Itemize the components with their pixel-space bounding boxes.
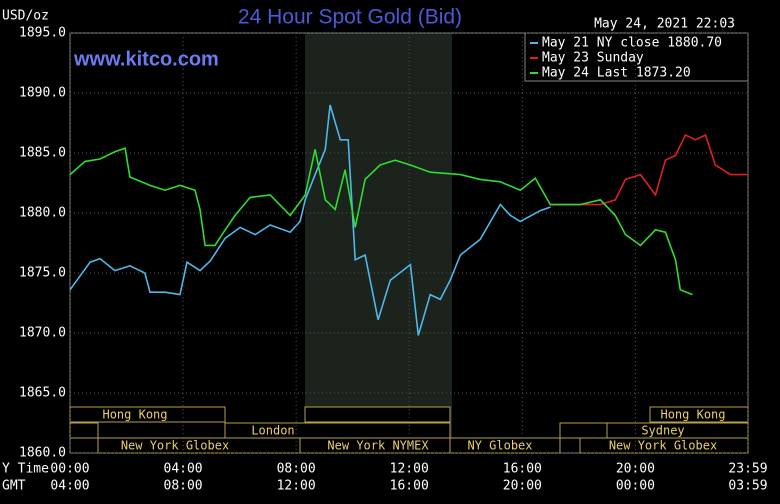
price-line: [69, 104, 551, 336]
session-box: [559, 422, 608, 439]
session-box: [69, 406, 226, 423]
gmt-tick-label: 16:00: [390, 479, 429, 494]
timestamp: May 24, 2021 22:03: [594, 17, 735, 32]
gmt-tick-label: 08:00: [164, 479, 203, 494]
session-label: New York NYMEX: [327, 439, 429, 453]
legend-label: May 21 NY close 1880.70: [542, 36, 722, 51]
y-tick-label: 1870.0: [19, 326, 66, 341]
y-tick-label: 1880.0: [19, 206, 66, 221]
x-tick-label: 08:00: [277, 462, 316, 477]
price-line: [69, 147, 693, 296]
legend-label: May 24 Last 1873.20: [542, 66, 691, 81]
legend-label: May 23 Sunday: [542, 51, 644, 66]
session-label: London: [251, 424, 294, 438]
gmt-tick-label: 03:59: [728, 479, 767, 494]
sessions: Hong Kong London New York Globex New York N…: [69, 406, 749, 454]
chart-title: 24 Hour Spot Gold (Bid): [238, 6, 462, 29]
session-label: New York Globex: [121, 439, 229, 453]
legend: [524, 32, 749, 82]
session-box: [304, 406, 451, 423]
session-label: Sydney: [641, 424, 684, 438]
gmt-tick-label: 00:00: [616, 479, 655, 494]
gmt-tick-label: 20:00: [503, 479, 542, 494]
session-box: [649, 406, 749, 423]
gmt-tick-label: 12:00: [277, 479, 316, 494]
session-box: [449, 437, 561, 454]
x-label-gmt: GMT: [2, 479, 26, 494]
y-tick-label: 1865.0: [19, 386, 66, 401]
session-box: [69, 422, 99, 439]
x-tick-label: 23:59: [728, 462, 767, 477]
session-label: Hong Kong: [102, 408, 167, 422]
y-tick-label: 1860.0: [19, 446, 66, 461]
x-tick-label: 00:00: [50, 462, 89, 477]
x-tick-label: 04:00: [164, 462, 203, 477]
watermark: www.kitco.com: [73, 48, 219, 70]
session-label: NY Globex: [467, 439, 532, 453]
session-label: Hong Kong: [660, 408, 725, 422]
y-tick-label: 1875.0: [19, 266, 66, 281]
x-tick-label: 12:00: [390, 462, 429, 477]
gmt-tick-label: 04:00: [50, 479, 89, 494]
x-tick-label: 16:00: [503, 462, 542, 477]
x-tick-label: 20:00: [616, 462, 655, 477]
shaded-session: [305, 33, 452, 453]
y-tick-label: 1890.0: [19, 86, 66, 101]
price-line: [550, 133, 748, 206]
y-tick-label: 1885.0: [19, 146, 66, 161]
session-label: New York Globex: [609, 439, 717, 453]
unit-label: USD/oz: [2, 9, 49, 24]
y-tick-label: 1895.0: [19, 26, 66, 41]
x-label: Y Time: [2, 462, 49, 477]
